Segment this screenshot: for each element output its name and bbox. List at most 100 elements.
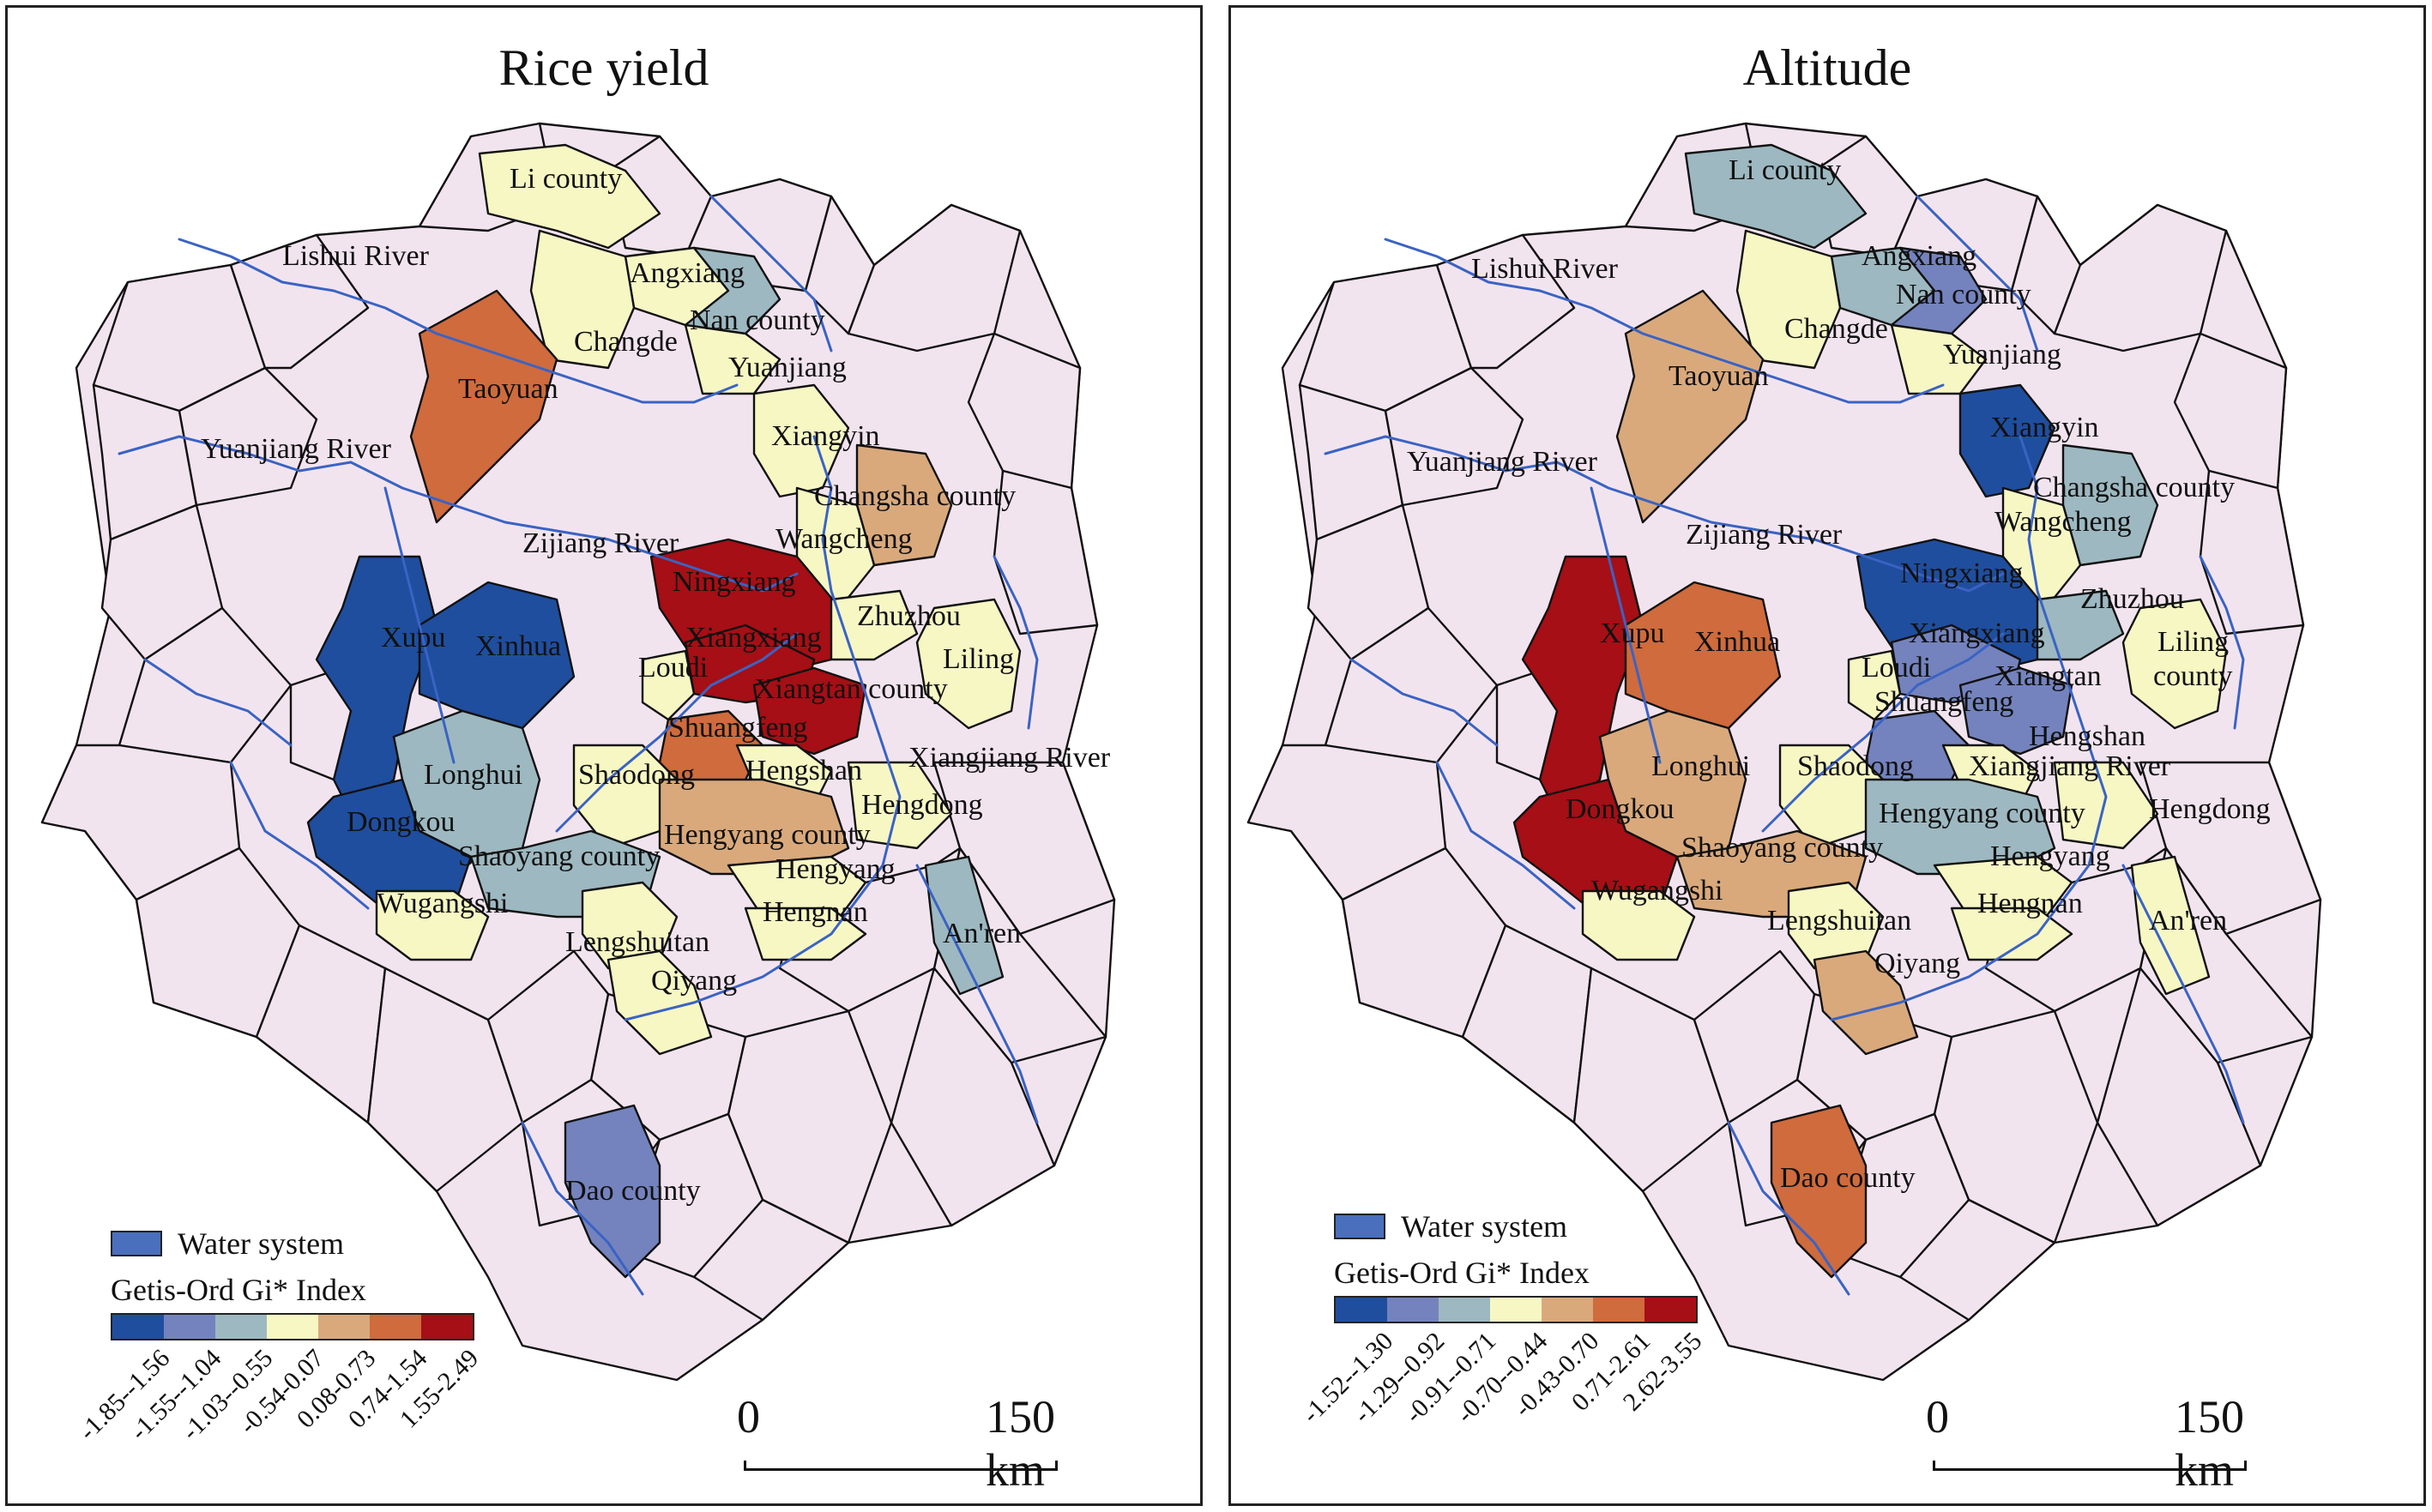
- altitude-panel: Altitude Li county Lishui River Angxiang Na…: [1228, 5, 2426, 1506]
- county-region: [2199, 469, 2305, 636]
- map-label-loudi: Loudi: [1862, 652, 1931, 684]
- water-swatch: [1334, 1214, 1385, 1239]
- map-label-longhui: Longhui: [1651, 750, 1750, 782]
- map-label-dongkou: Dongkou: [347, 806, 456, 838]
- map-label-shuangfeng: Shuangfeng: [668, 712, 807, 744]
- county-an-ren: [2130, 855, 2211, 996]
- county-xinhua: [1624, 581, 1782, 730]
- river-line: [555, 632, 799, 833]
- rice-yield-panel: Rice yield Li county Lishui River Angxiang…: [5, 5, 1203, 1506]
- county-liling: [915, 598, 1022, 730]
- map-label-dongkou: Dongkou: [1566, 793, 1675, 825]
- scale-line: [744, 1461, 1058, 1471]
- map-label-hengnan: Hengnan: [1977, 888, 2083, 919]
- county-xiangtan-county: [752, 666, 867, 756]
- map-label-li-county: Li county: [510, 163, 622, 195]
- county-wugangshi: [1581, 889, 1696, 961]
- map-label-xiangjiang-river: Xiangjiang River: [908, 742, 1111, 774]
- river-line: [143, 658, 293, 747]
- legend-class-labels: -1.85--1.56 -1.55--1.04 -1.03--0.55 -0.5…: [74, 1344, 485, 1490]
- map-label-xiangyin: Xiangyin: [1990, 412, 2099, 443]
- map-label-zhuzhou: Zhuzhou: [2080, 583, 2184, 615]
- river-line: [2199, 555, 2245, 730]
- river-line: [709, 195, 833, 352]
- county-zhuzhou: [2036, 589, 2125, 661]
- map-label-dao-county: Dao county: [1780, 1162, 1916, 1194]
- legend-cell: [1336, 1298, 1387, 1322]
- county-qiyang: [1813, 949, 1919, 1056]
- river-line: [1590, 486, 1662, 764]
- river-line: [1761, 632, 2005, 833]
- river-line: [1384, 238, 1945, 404]
- county-qiyang: [606, 949, 713, 1056]
- map-label-shaodong: Shaodong: [578, 759, 695, 791]
- county-liling: [2121, 598, 2228, 730]
- map-label-county: county: [2153, 660, 2233, 692]
- county-loudi: [641, 649, 696, 721]
- county-xinhua: [418, 581, 576, 730]
- county-region: [118, 606, 293, 764]
- county-region: [1435, 233, 1576, 370]
- county-an-ren: [924, 855, 1005, 996]
- county-dao-county: [1770, 1104, 1868, 1279]
- panel-title: Rice yield: [498, 39, 709, 96]
- altitude-map: Li county Lishui River Angxiang Nan county C…: [1246, 122, 2322, 1382]
- map-label-wugangshi: Wugangshi: [377, 888, 509, 919]
- map-label-xupu: Xupu: [381, 622, 446, 654]
- map-label-shaoyang-county: Shaoyang county: [1681, 832, 1883, 864]
- map-label-xupu: Xupu: [1600, 617, 1665, 649]
- scale-bar: 0 150 km: [1917, 1390, 2278, 1496]
- map-label-lishui-river: Lishui River: [282, 240, 430, 272]
- rice-yield-map: Li county Lishui River Angxiang Nan county C…: [40, 122, 1116, 1382]
- river-line: [178, 238, 739, 404]
- river-line: [383, 486, 456, 764]
- map-label-lengshuitan: Lengshuitan: [565, 926, 709, 958]
- water-swatch: [111, 1231, 162, 1256]
- legend-water-system: Water system: [1334, 1208, 1698, 1244]
- map-label-wangcheng: Wangcheng: [775, 523, 913, 555]
- legend-index-title: Getis-Ord Gi* Index: [111, 1273, 366, 1307]
- scale-zero: 0: [1926, 1391, 1949, 1443]
- legend-cell: [164, 1315, 215, 1339]
- county-region: [2139, 761, 2322, 936]
- county-region: [1693, 949, 1816, 1124]
- map-label-xinhua: Xinhua: [1694, 626, 1780, 658]
- legend-water-label: Water system: [1401, 1209, 1568, 1244]
- map-label-an-ren: An'ren: [943, 918, 1021, 949]
- legend-water-label: Water system: [178, 1226, 345, 1261]
- map-label-hengyang: Hengyang: [1990, 840, 2110, 872]
- river-line: [521, 1121, 644, 1296]
- map-legend: Water system Getis-Ord Gi* Index -1.85--…: [74, 1226, 485, 1490]
- map-label-taoyuan: Taoyuan: [458, 373, 558, 405]
- river-line: [2121, 864, 2245, 1124]
- county-dao-county: [564, 1104, 661, 1279]
- river-line: [1830, 435, 2108, 1021]
- county-region: [40, 744, 241, 901]
- county-region: [1246, 744, 1447, 901]
- map-label-xiangtan-county: Xiangtan county: [754, 673, 948, 705]
- scale-distance: 150 km: [986, 1391, 1055, 1496]
- county-hengnan: [1950, 907, 2073, 961]
- county-taoyuan: [1615, 289, 1765, 524]
- map-label-qiyang: Qiyang: [651, 965, 737, 997]
- map-legend: Water system Getis-Ord Gi* Index -1.52--…: [1297, 1208, 1708, 1473]
- legend-cell: [1387, 1298, 1439, 1322]
- map-label-li-county: Li county: [1729, 154, 1841, 186]
- map-label-hengdong: Hengdong: [2149, 793, 2271, 825]
- county-region: [2053, 203, 2228, 352]
- river-line: [915, 864, 1039, 1124]
- county-loudi: [1847, 649, 1902, 721]
- county-li-county: [478, 143, 661, 250]
- scale-distance: 150 km: [2175, 1391, 2244, 1496]
- map-label-xiangjiang-river: Xiangjiang River: [1969, 750, 2171, 782]
- scale-zero: 0: [737, 1391, 760, 1443]
- legend-cell: [1593, 1298, 1644, 1322]
- legend-cell: [267, 1315, 318, 1339]
- county-zhuzhou: [830, 589, 919, 661]
- map-label-zijiang-river: Zijiang River: [1686, 519, 1843, 551]
- map-label-an-ren: An'ren: [2149, 905, 2227, 937]
- county-yuanjiang: [684, 323, 781, 395]
- scale-line: [1933, 1461, 2247, 1471]
- map-label-hengshan: Hengshan: [2029, 720, 2145, 752]
- map-label-loudi: Loudi: [638, 652, 708, 684]
